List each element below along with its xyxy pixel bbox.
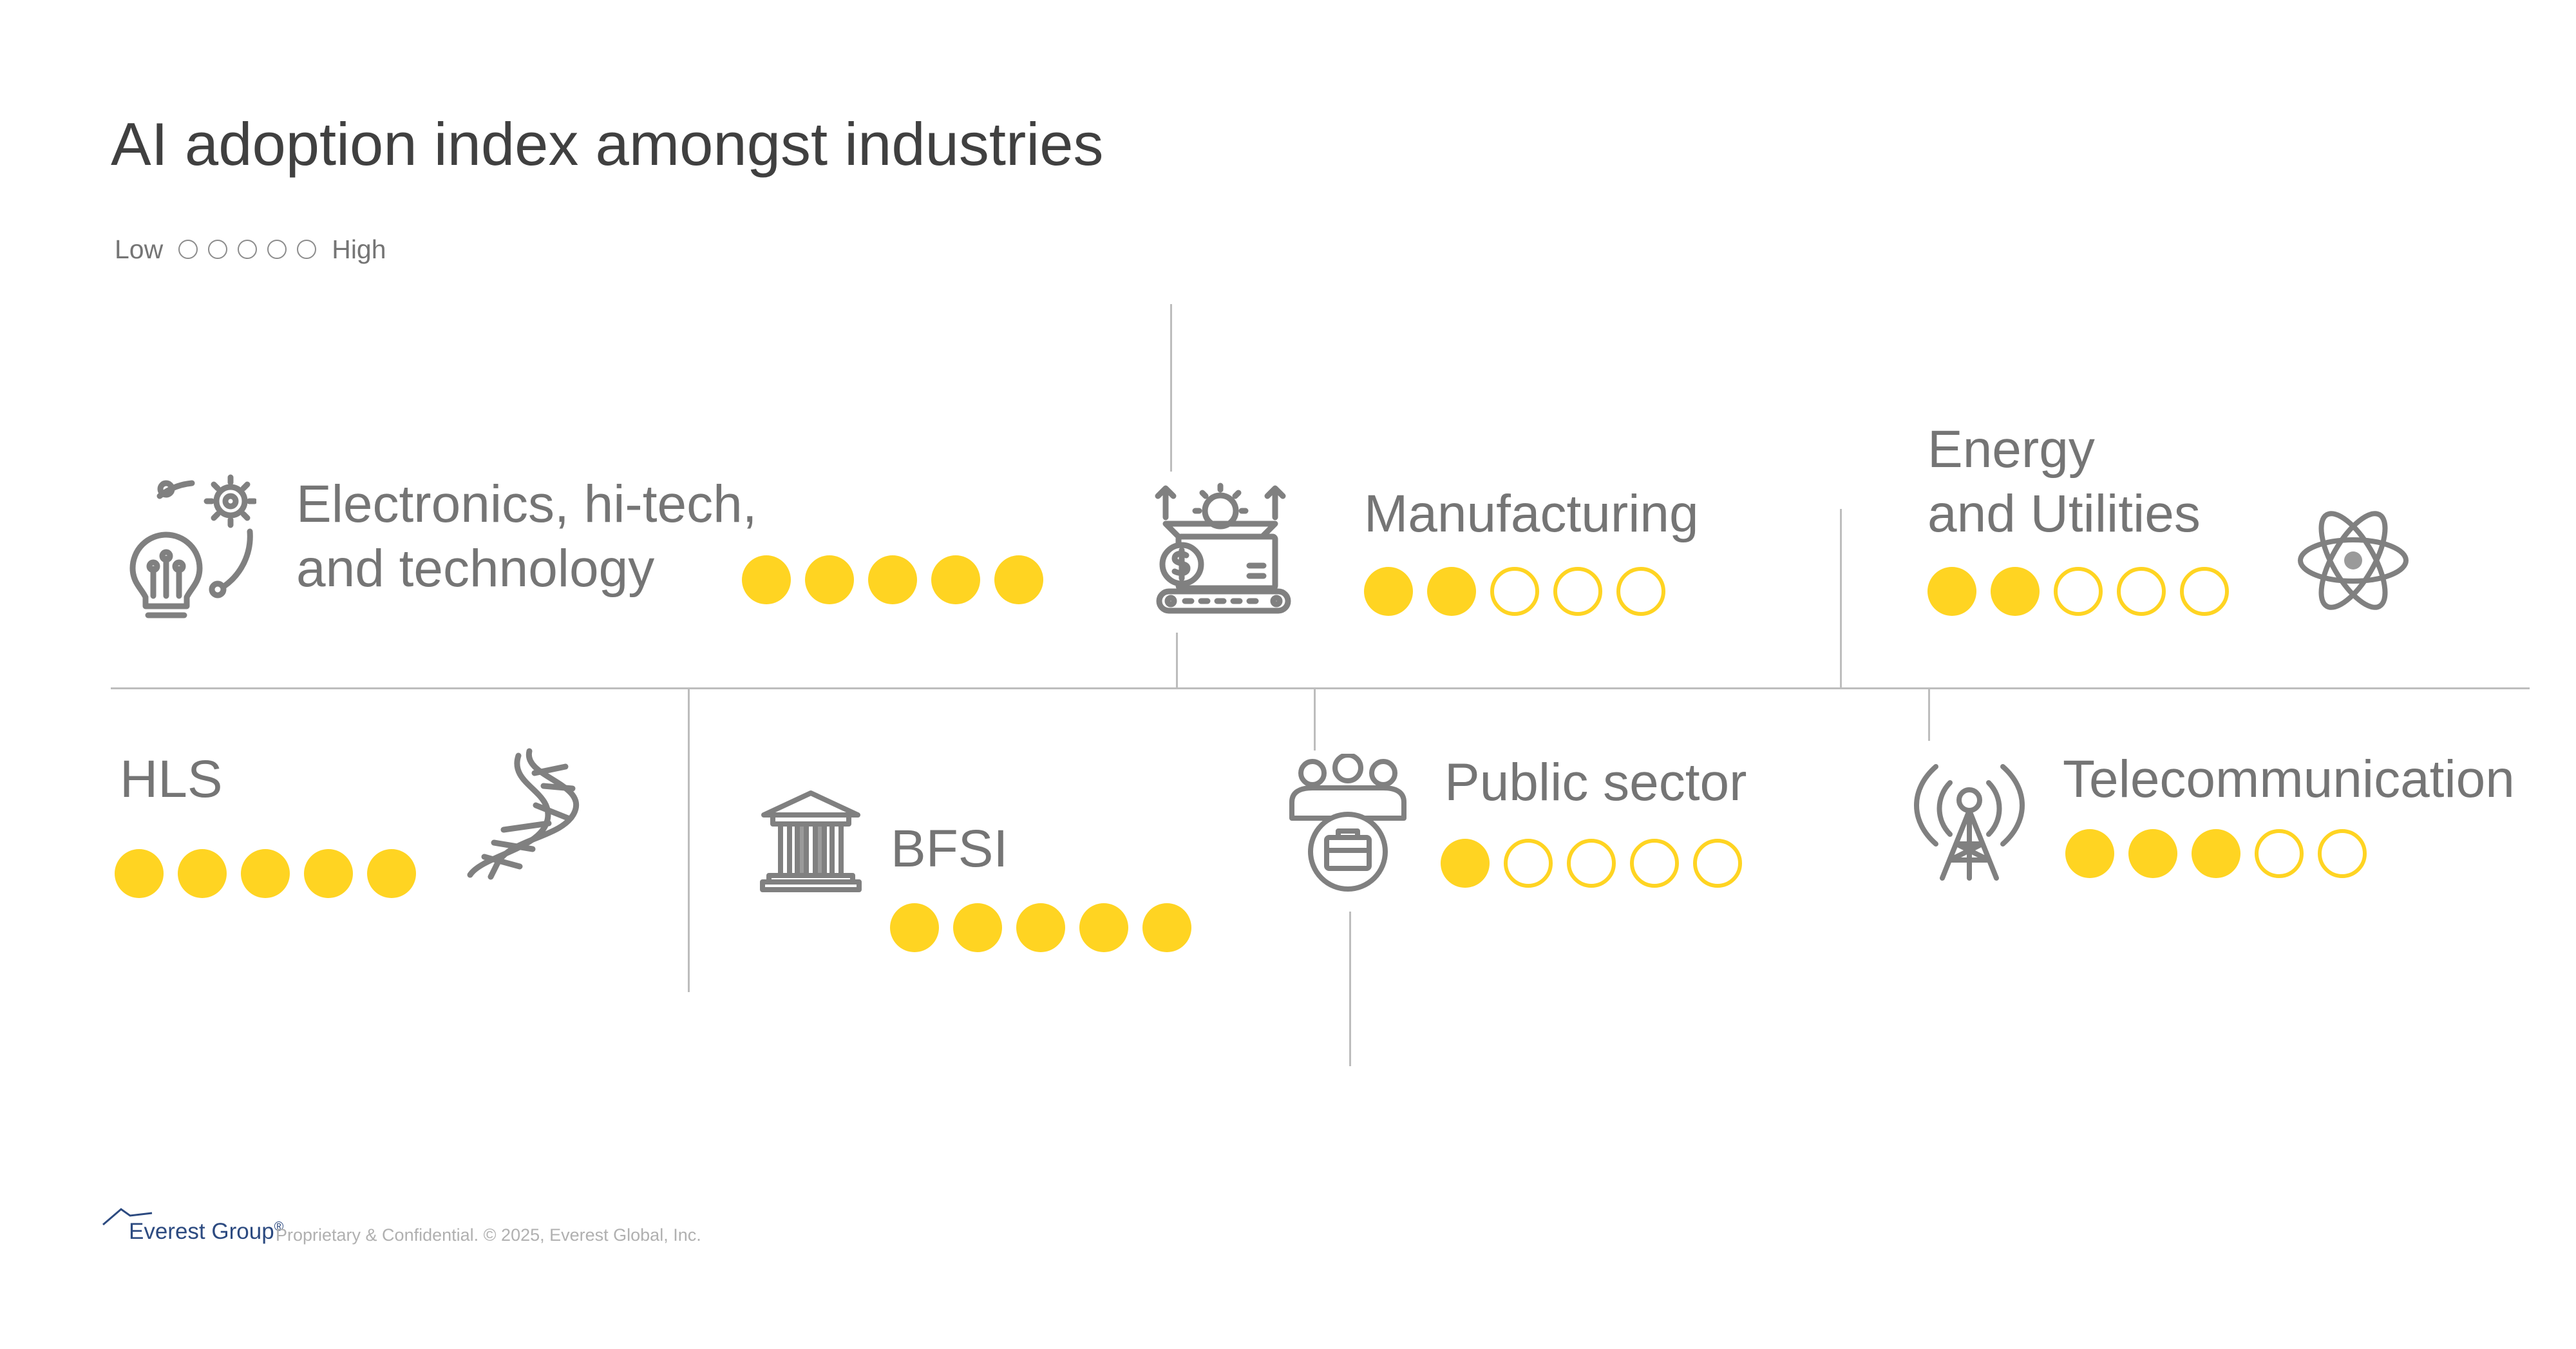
industry-label-bfsi: BFSI	[891, 817, 1008, 881]
label-line: and Utilities	[1927, 484, 2201, 543]
rating-dot-filled	[994, 555, 1043, 604]
industry-label-energy: Energy and Utilities	[1927, 417, 2201, 546]
legend-low-label: Low	[115, 234, 164, 264]
label-line: Manufacturing	[1364, 484, 1699, 543]
everest-logo-mark	[102, 1207, 153, 1226]
page-title: AI adoption index amongst industries	[111, 110, 1104, 178]
divider-line	[688, 689, 690, 992]
rating-dots	[1441, 839, 1742, 888]
rating-dot-filled	[742, 555, 791, 604]
footer-copyright: Proprietary & Confidential. © 2025, Ever…	[276, 1225, 701, 1245]
rating-dot-filled	[2065, 829, 2114, 878]
legend-circle	[238, 240, 258, 259]
label-line: HLS	[120, 750, 223, 808]
dna-icon	[465, 746, 587, 881]
legend-circle	[208, 240, 228, 259]
rating-dot-filled	[1079, 903, 1128, 952]
legend-high-label: High	[332, 234, 386, 264]
factory-conveyor-icon	[1153, 482, 1294, 617]
legend-circle	[178, 240, 198, 259]
rating-dot-empty	[2318, 829, 2367, 878]
label-line: Electronics, hi-tech,	[296, 475, 757, 533]
rating-dot-filled	[1427, 567, 1476, 616]
rating-dot-filled	[890, 903, 939, 952]
rating-dot-empty	[1504, 839, 1553, 888]
rating-dot-empty	[1567, 839, 1616, 888]
rating-dot-filled	[1016, 903, 1065, 952]
label-line: and technology	[296, 539, 655, 598]
rating-dots	[742, 555, 1043, 604]
industry-label-electronics: Electronics, hi-tech, and technology	[296, 472, 757, 601]
rating-dot-empty	[1693, 839, 1742, 888]
rating-dot-empty	[1616, 567, 1665, 616]
everest-group-logo: Everest Group®	[129, 1219, 283, 1245]
legend-circle	[267, 240, 287, 259]
rating-dot-filled	[1441, 839, 1490, 888]
rating-dots	[1927, 567, 2229, 616]
divider-line	[1928, 689, 1930, 741]
registered-mark: ®	[274, 1220, 284, 1234]
rating-dot-filled	[931, 555, 980, 604]
rating-dot-filled	[178, 849, 227, 898]
rating-dot-empty	[1490, 567, 1539, 616]
people-briefcase-icon	[1287, 752, 1409, 892]
divider-line	[1840, 509, 1842, 689]
industry-label-telecom: Telecommunication	[2063, 747, 2515, 812]
rating-dots	[2065, 829, 2367, 878]
rating-dot-filled	[2192, 829, 2240, 878]
rating-dot-empty	[2180, 567, 2229, 616]
rating-dot-filled	[1991, 567, 2040, 616]
rating-dot-filled	[805, 555, 854, 604]
rating-dot-empty	[2054, 567, 2103, 616]
horizontal-divider	[111, 687, 2530, 689]
rating-dot-filled	[367, 849, 416, 898]
rating-dot-empty	[1630, 839, 1679, 888]
industry-label-hls: HLS	[120, 747, 223, 812]
industry-label-public: Public sector	[1444, 751, 1747, 815]
rating-dot-filled	[953, 903, 1002, 952]
atom-icon	[2298, 502, 2409, 618]
rating-dot-filled	[1142, 903, 1191, 952]
bank-icon	[759, 789, 863, 892]
label-line: Public sector	[1444, 753, 1747, 812]
rating-dot-empty	[2117, 567, 2166, 616]
rating-dot-empty	[2255, 829, 2304, 878]
label-line: Energy	[1927, 420, 2095, 479]
rating-dot-filled	[868, 555, 917, 604]
legend: Low High	[115, 233, 386, 265]
divider-line	[1314, 689, 1316, 751]
rating-dot-filled	[241, 849, 290, 898]
rating-dot-filled	[1364, 567, 1413, 616]
divider-line	[1349, 912, 1351, 1066]
rating-dots	[1364, 567, 1665, 616]
logo-text: Everest Group	[129, 1219, 274, 1244]
rating-dot-filled	[115, 849, 164, 898]
industry-label-manufacturing: Manufacturing	[1364, 482, 1699, 546]
rating-dots	[115, 849, 416, 898]
antenna-tower-icon	[1911, 754, 2027, 883]
legend-circle	[297, 240, 317, 259]
label-line: Telecommunication	[2063, 750, 2515, 808]
divider-line	[1176, 633, 1178, 689]
label-line: BFSI	[891, 819, 1009, 878]
rating-dot-filled	[1927, 567, 1976, 616]
rating-dot-empty	[1553, 567, 1602, 616]
divider-line	[1170, 304, 1172, 472]
rating-dot-filled	[304, 849, 353, 898]
lightbulb-gear-icon	[108, 474, 258, 622]
rating-dot-filled	[2128, 829, 2177, 878]
rating-dots	[890, 903, 1191, 952]
